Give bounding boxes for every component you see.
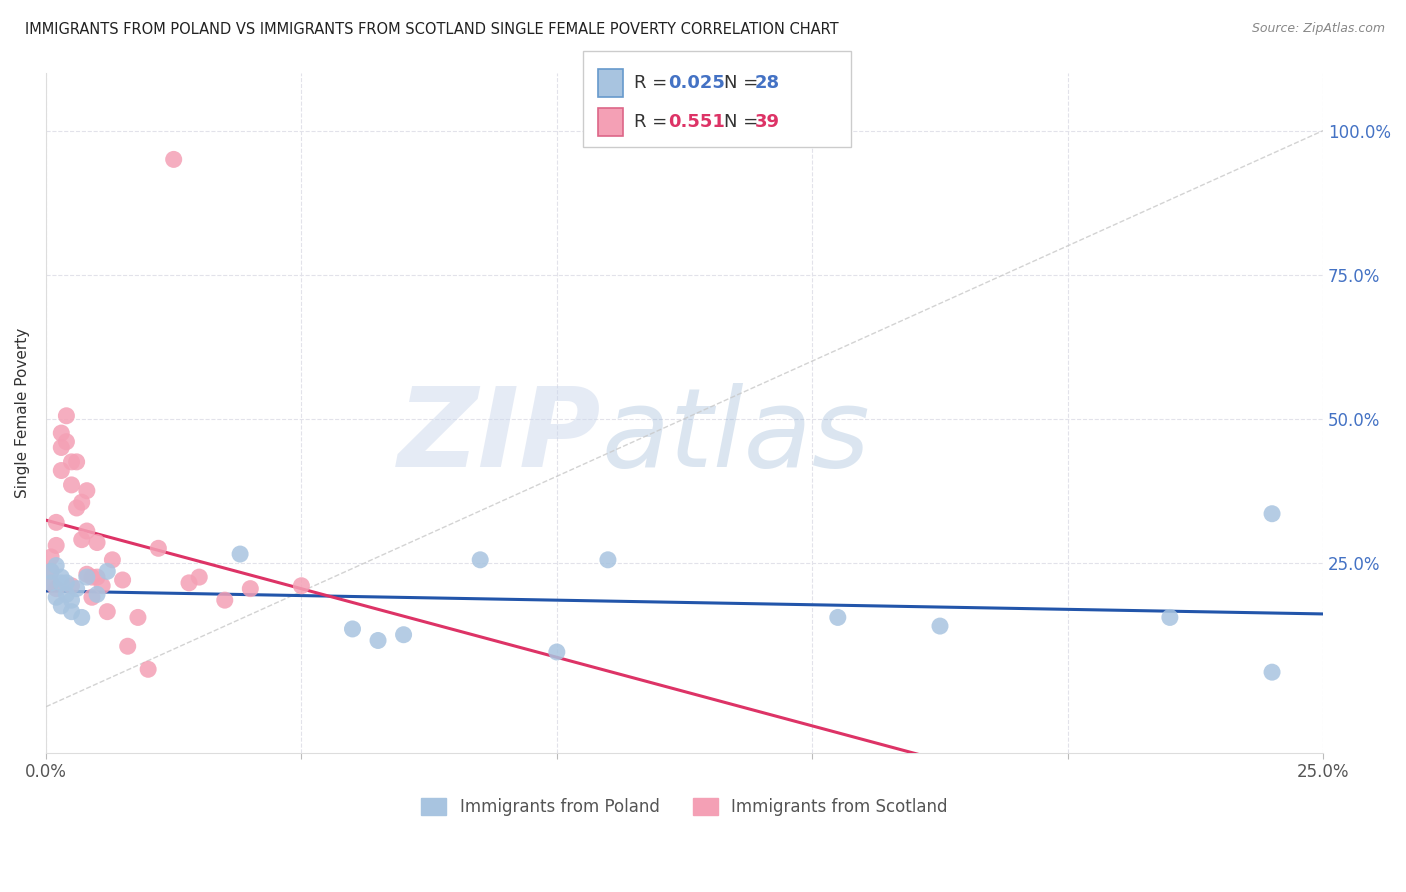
Point xyxy=(177,575,200,590)
Point xyxy=(70,495,93,509)
Y-axis label: Single Female Poverty: Single Female Poverty xyxy=(15,327,30,498)
Point xyxy=(55,575,77,590)
Text: N =: N = xyxy=(724,113,763,131)
Point xyxy=(342,622,364,636)
Point xyxy=(290,579,312,593)
Point xyxy=(96,605,118,619)
Point xyxy=(51,570,73,584)
Point xyxy=(96,565,118,579)
Point xyxy=(86,535,108,549)
Text: 39: 39 xyxy=(755,113,780,131)
Point xyxy=(51,426,73,441)
Text: R =: R = xyxy=(634,74,673,92)
Text: Source: ZipAtlas.com: Source: ZipAtlas.com xyxy=(1251,22,1385,36)
Point xyxy=(117,639,139,653)
Point xyxy=(60,593,83,607)
Point xyxy=(70,610,93,624)
Point xyxy=(60,579,83,593)
Point xyxy=(101,553,124,567)
Point xyxy=(470,553,492,567)
Point xyxy=(86,587,108,601)
Point xyxy=(163,153,186,167)
Point xyxy=(596,553,619,567)
Point xyxy=(55,409,77,423)
Text: 0.025: 0.025 xyxy=(668,74,724,92)
Point xyxy=(45,582,67,596)
Point xyxy=(392,628,415,642)
Point xyxy=(239,582,262,596)
Point xyxy=(55,587,77,601)
Point xyxy=(1159,610,1181,624)
Text: ZIP: ZIP xyxy=(398,384,602,491)
Point xyxy=(1261,665,1284,680)
Point xyxy=(214,593,236,607)
Text: R =: R = xyxy=(634,113,673,131)
Point xyxy=(827,610,849,624)
Point xyxy=(60,478,83,492)
Point xyxy=(367,633,389,648)
Point xyxy=(45,538,67,552)
Point xyxy=(45,516,67,530)
Point xyxy=(91,579,114,593)
Point xyxy=(136,662,159,676)
Point xyxy=(70,533,93,547)
Point xyxy=(39,549,62,564)
Point xyxy=(55,434,77,449)
Point xyxy=(45,591,67,605)
Point xyxy=(76,567,98,582)
Point xyxy=(51,441,73,455)
Point xyxy=(80,591,103,605)
Point xyxy=(929,619,952,633)
Point xyxy=(60,605,83,619)
Point xyxy=(86,570,108,584)
Point xyxy=(127,610,149,624)
Point xyxy=(65,582,87,596)
Point xyxy=(1261,507,1284,521)
Point xyxy=(39,575,62,590)
Point xyxy=(188,570,211,584)
Point xyxy=(65,455,87,469)
Point xyxy=(51,575,73,590)
Point xyxy=(229,547,252,561)
Point xyxy=(80,570,103,584)
Text: 0.551: 0.551 xyxy=(668,113,724,131)
Text: N =: N = xyxy=(724,74,763,92)
Point xyxy=(51,599,73,613)
Point xyxy=(76,570,98,584)
Point xyxy=(65,500,87,515)
Point xyxy=(148,541,170,556)
Point xyxy=(111,573,134,587)
Point xyxy=(60,455,83,469)
Text: IMMIGRANTS FROM POLAND VS IMMIGRANTS FROM SCOTLAND SINGLE FEMALE POVERTY CORRELA: IMMIGRANTS FROM POLAND VS IMMIGRANTS FRO… xyxy=(25,22,839,37)
Point xyxy=(39,565,62,579)
Point xyxy=(51,463,73,477)
Legend: Immigrants from Poland, Immigrants from Scotland: Immigrants from Poland, Immigrants from … xyxy=(415,791,955,822)
Point xyxy=(546,645,568,659)
Point xyxy=(76,483,98,498)
Point xyxy=(76,524,98,538)
Text: 28: 28 xyxy=(755,74,780,92)
Point xyxy=(39,565,62,579)
Text: atlas: atlas xyxy=(602,384,870,491)
Point xyxy=(39,575,62,590)
Point xyxy=(45,558,67,573)
